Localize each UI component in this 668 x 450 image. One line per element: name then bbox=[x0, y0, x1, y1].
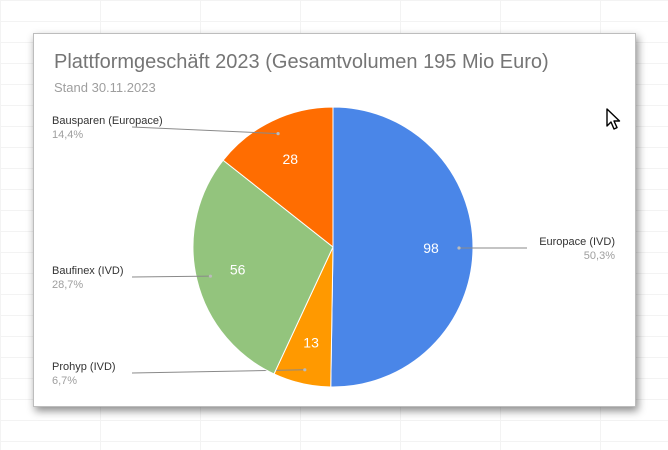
leader-line-bausparen-europace bbox=[131, 126, 279, 135]
slice-name-label-europace-ivd: Europace (IVD) bbox=[539, 236, 615, 248]
slice-value-europace-ivd: 98 bbox=[423, 240, 439, 256]
chart-subtitle: Stand 30.11.2023 bbox=[54, 80, 156, 95]
slice-name-label-bausparen-europace: Bausparen (Europace) bbox=[52, 115, 163, 127]
leader-dot-bausparen-europace bbox=[276, 132, 280, 136]
leader-line-baufinex-ivd bbox=[131, 275, 211, 278]
slice-value-baufinex-ivd: 56 bbox=[230, 262, 246, 278]
leader-dot-baufinex-ivd bbox=[208, 274, 213, 278]
leader-dot-europace-ivd bbox=[457, 246, 461, 250]
slice-name-label-baufinex-ivd: Baufinex (IVD) bbox=[52, 265, 124, 277]
slice-percent-label-prohyp-ivd: 6,7% bbox=[52, 375, 77, 387]
slice-name-label-prohyp-ivd: Prohyp (IVD) bbox=[52, 361, 116, 373]
slice-percent-label-bausparen-europace: 14,4% bbox=[52, 129, 83, 141]
pie-slice-bausparen-europace bbox=[222, 106, 334, 249]
chart-title: Plattformgeschäft 2023 (Gesamtvolumen 19… bbox=[54, 51, 549, 73]
slice-percent-label-baufinex-ivd: 28,7% bbox=[52, 279, 83, 291]
pie-slice-baufinex-ivd bbox=[192, 159, 334, 375]
pie-slice-europace-ivd bbox=[330, 106, 474, 388]
leader-dot-prohyp-ivd bbox=[303, 368, 307, 372]
slice-value-prohyp-ivd: 13 bbox=[303, 335, 319, 351]
slice-value-bausparen-europace: 28 bbox=[282, 151, 298, 167]
slice-percent-label-europace-ivd: 50,3% bbox=[584, 250, 615, 262]
mouse-pointer-icon bbox=[606, 108, 621, 130]
